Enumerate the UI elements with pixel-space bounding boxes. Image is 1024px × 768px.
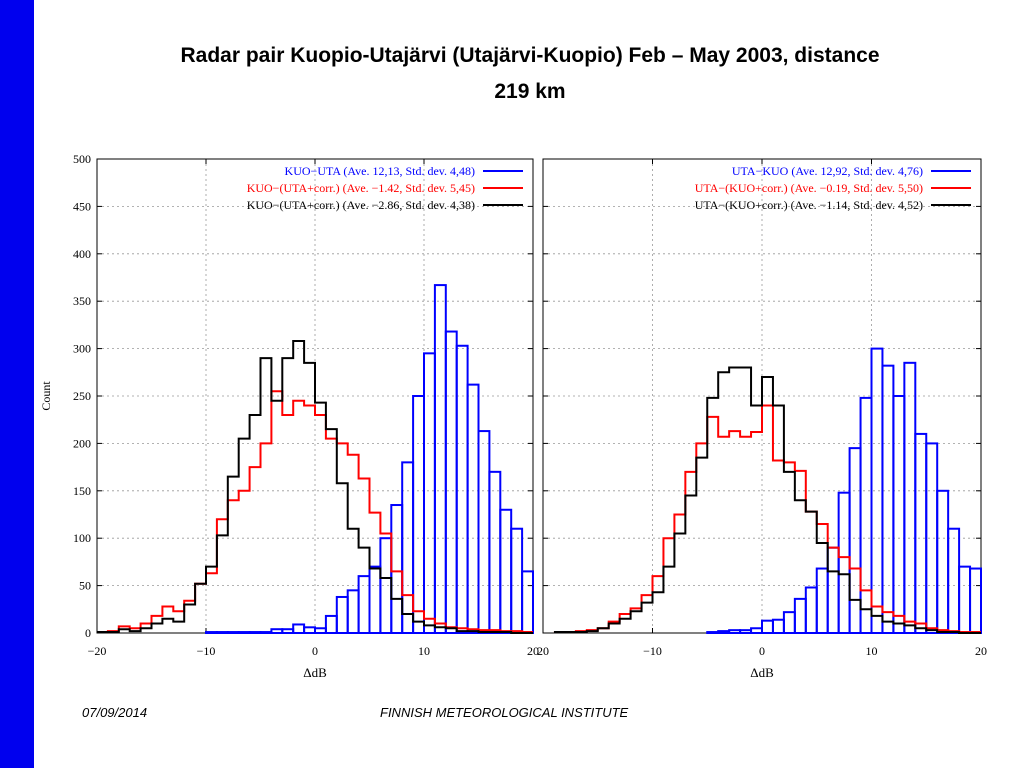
series-2 bbox=[553, 366, 981, 634]
histogram-bar bbox=[717, 630, 731, 635]
y-tick-label: 250 bbox=[73, 389, 91, 403]
slide-side-bar bbox=[0, 0, 34, 768]
x-tick-label: 20 bbox=[537, 644, 549, 658]
y-tick-label: 200 bbox=[73, 436, 91, 450]
x-tick-label: −10 bbox=[197, 644, 216, 658]
histogram-bar bbox=[215, 631, 229, 635]
legend-label: UTA−(KUO+corr.) (Ave. −1.14, Std. dev. 4… bbox=[695, 198, 923, 212]
y-axis-label: Count bbox=[39, 381, 53, 411]
legend-label: UTA−KUO (Ave. 12,92, Std. dev. 4,76) bbox=[732, 164, 923, 178]
legend-label: KUO−(UTA+corr.) (Ave. −2.86, Std. dev. 4… bbox=[247, 198, 475, 212]
slide-title-line1: Radar pair Kuopio-Utajärvi (Utajärvi-Kuo… bbox=[180, 44, 880, 67]
footer-organization: FINNISH METEOROLOGICAL INSTITUTE bbox=[380, 705, 629, 720]
x-tick-label: −10 bbox=[643, 644, 662, 658]
histogram-bar bbox=[259, 631, 273, 635]
y-tick-label: 500 bbox=[73, 152, 91, 166]
x-tick-label: 10 bbox=[866, 644, 878, 658]
slide-title-line2: 219 km bbox=[494, 80, 566, 103]
x-tick-label: 20 bbox=[975, 644, 987, 658]
x-tick-label: 20 bbox=[527, 644, 539, 658]
x-tick-label: 0 bbox=[312, 644, 318, 658]
slide-title: Radar pair Kuopio-Utajärvi (Utajärvi-Kuo… bbox=[90, 38, 970, 110]
legend-label: KUO−(UTA+corr.) (Ave. −1.42, Std. dev. 5… bbox=[247, 181, 475, 195]
histogram-bar bbox=[706, 631, 720, 635]
histogram-bar bbox=[205, 631, 218, 635]
x-tick-label: −20 bbox=[88, 644, 107, 658]
y-tick-label: 50 bbox=[79, 579, 91, 593]
x-axis-label: ΔdB bbox=[303, 665, 327, 680]
footer-date: 07/09/2014 bbox=[82, 705, 148, 720]
histogram-bar bbox=[248, 631, 262, 635]
series-2 bbox=[97, 340, 533, 634]
y-tick-label: 0 bbox=[85, 626, 91, 640]
y-tick-label: 350 bbox=[73, 294, 91, 308]
y-tick-label: 300 bbox=[73, 342, 91, 356]
step-line bbox=[553, 366, 981, 634]
legend-label: UTA−(KUO+corr.) (Ave. −0.19, Std. dev. 5… bbox=[695, 181, 923, 195]
chart-panel-left: 0 50 100 150 200 250 300 350 400 450 500 −20 −10 0 10 2… bbox=[39, 152, 539, 680]
histogram-bar bbox=[237, 631, 251, 635]
step-line bbox=[97, 340, 533, 634]
x-axis-label: ΔdB bbox=[750, 665, 774, 680]
y-tick-label: 150 bbox=[73, 484, 91, 498]
y-tick-label: 400 bbox=[73, 247, 91, 261]
y-tick-label: 100 bbox=[73, 531, 91, 545]
y-tick-label: 450 bbox=[73, 199, 91, 213]
histogram-bar bbox=[226, 631, 240, 635]
legend-label: KUO−UTA (Ave. 12,13, Std. dev. 4,48) bbox=[285, 164, 475, 178]
x-tick-label: 0 bbox=[759, 644, 765, 658]
chart-panel-right: 20 −10 0 10 20 ΔdB UTA−KUO (Ave. 12,92, Std. d… bbox=[537, 158, 987, 680]
x-tick-label: 10 bbox=[418, 644, 430, 658]
